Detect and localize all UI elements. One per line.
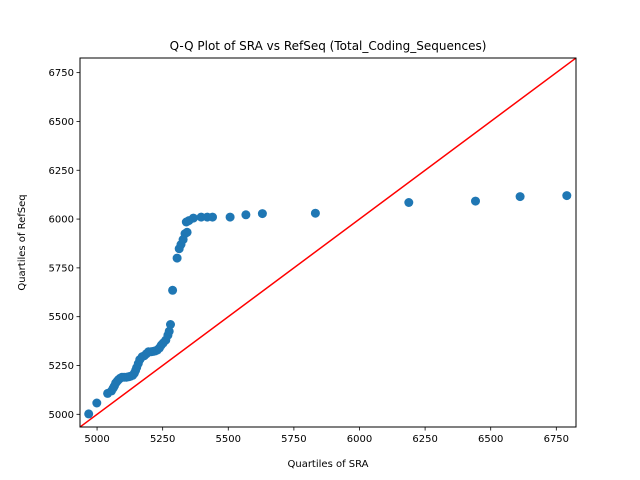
x-axis-label: Quartiles of SRA [287, 459, 368, 470]
x-tick-label: 6500 [478, 434, 503, 445]
points-layer [84, 191, 572, 419]
data-point [310, 208, 320, 218]
y-axis-label: Quartiles of RefSeq [17, 194, 28, 290]
x-tick-label: 5500 [216, 434, 241, 445]
data-point [404, 198, 414, 207]
y-tick-label: 6000 [49, 215, 74, 226]
x-tick-label: 6000 [347, 434, 372, 445]
x-tick-label: 6250 [412, 434, 437, 445]
data-point [172, 253, 182, 263]
data-point [225, 212, 235, 222]
data-point [168, 285, 178, 295]
data-point [208, 212, 217, 222]
data-point [241, 210, 251, 220]
x-axis: 5000 5250 5500 5750 6000 6250 6500 6750 [84, 427, 569, 445]
data-point [562, 191, 572, 201]
data-point [92, 398, 102, 408]
data-point [188, 213, 198, 223]
data-point [515, 192, 525, 202]
y-tick-label: 5250 [49, 361, 74, 372]
data-point [257, 209, 267, 219]
reference-line-layer [80, 58, 576, 427]
data-point [182, 227, 192, 237]
x-tick-label: 5000 [84, 434, 109, 445]
reference-line [80, 58, 576, 427]
plot-frame [79, 57, 577, 428]
y-tick-label: 6750 [49, 68, 74, 79]
x-tick-label: 5250 [150, 434, 175, 445]
y-tick-label: 5500 [49, 312, 74, 323]
y-tick-label: 5750 [49, 263, 74, 274]
y-tick-label: 6250 [49, 166, 74, 177]
data-point [166, 320, 175, 329]
x-tick-label: 6750 [544, 434, 569, 445]
data-point [164, 326, 174, 336]
y-axis: 5000 5250 5500 5750 6000 6250 6500 6750 [49, 68, 80, 421]
data-point [84, 409, 94, 419]
y-tick-label: 5000 [49, 410, 74, 421]
chart-title: Q-Q Plot of SRA vs RefSeq (Total_Coding_… [170, 39, 487, 53]
data-point [471, 196, 480, 206]
y-tick-label: 6500 [49, 117, 74, 128]
x-tick-label: 5750 [281, 434, 306, 445]
